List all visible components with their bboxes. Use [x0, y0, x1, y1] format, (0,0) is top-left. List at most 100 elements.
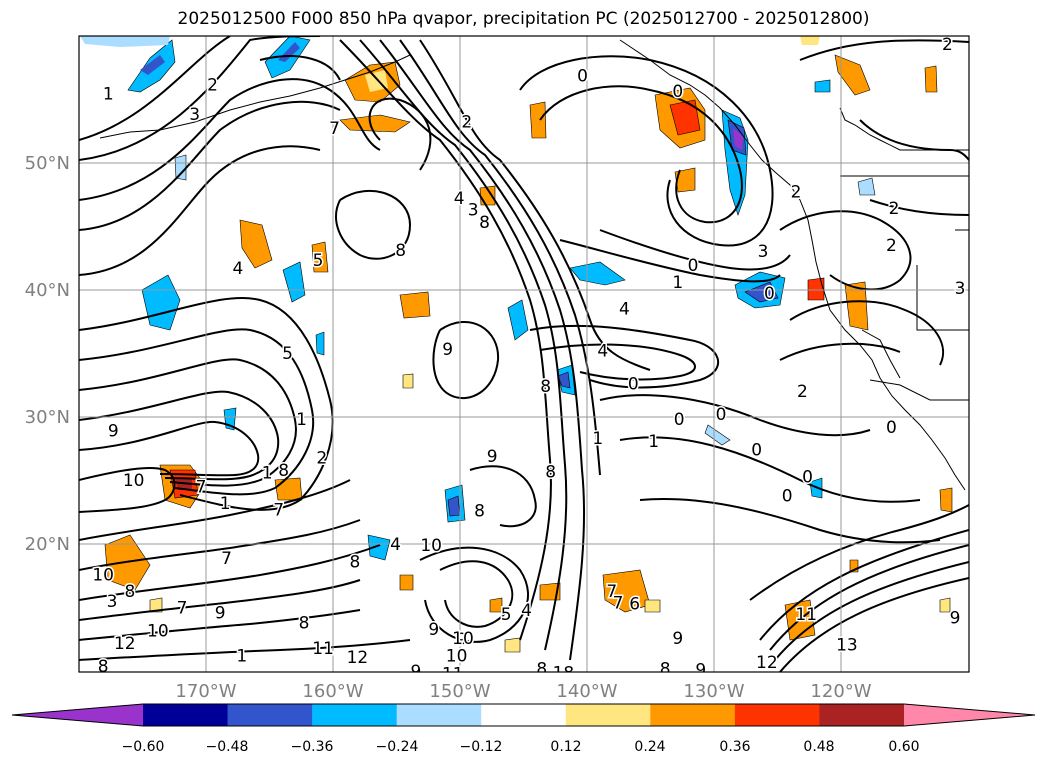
contour-label: 9 — [695, 661, 706, 681]
contour-label: 10 — [92, 565, 114, 585]
contour-line — [419, 546, 530, 643]
contour-line — [639, 498, 941, 544]
contour-label: 8 — [660, 659, 671, 679]
contour-label: 2 — [942, 35, 953, 55]
contour-label: 7 — [196, 478, 207, 498]
contour-line — [335, 190, 412, 260]
y-tick-label: 30°N — [25, 407, 70, 428]
x-tick-label: 160°W — [302, 681, 363, 702]
colorbar-box — [227, 704, 313, 726]
contour-label: 8 — [545, 462, 556, 482]
contour-label: 12 — [347, 648, 369, 668]
contour-label: 5 — [282, 344, 293, 364]
contour-label: 0 — [782, 486, 793, 506]
contour-line — [79, 145, 321, 276]
contour-label: 4 — [597, 341, 608, 361]
contour-line — [79, 420, 260, 477]
contour-label: 4 — [454, 189, 465, 209]
contour-line — [79, 100, 341, 231]
axis-tick-labels: 170°W 160°W 150°W 140°W 130°W 120°W 50°N… — [25, 153, 872, 702]
contour-line — [79, 467, 176, 513]
contour-label: 13 — [836, 635, 858, 655]
contour-label: 11 — [312, 639, 334, 659]
contour-label: 0 — [674, 410, 685, 430]
contour-label: 7 — [613, 593, 624, 613]
contour-label: 7 — [221, 549, 232, 569]
contour-line — [619, 436, 921, 503]
contour-line — [539, 85, 743, 224]
contour-label: 7 — [177, 598, 188, 618]
colorbar-box — [312, 704, 398, 726]
contour-label: 2 — [889, 199, 900, 219]
contour-line — [79, 639, 411, 661]
colorbar-tick-label: 0.60 — [888, 739, 919, 755]
contour-line — [79, 544, 381, 601]
contour-line — [359, 39, 568, 651]
contour-label: 3 — [955, 279, 966, 299]
contour-line — [79, 519, 361, 571]
contour-line — [79, 296, 334, 511]
contour-label: 1 — [296, 410, 307, 430]
colorbar-tick-label: −0.60 — [122, 739, 165, 755]
contour-line — [79, 479, 351, 541]
contour-label: 0 — [716, 405, 727, 425]
colorbar-box — [734, 704, 820, 726]
contour-line — [529, 324, 720, 389]
colorbar-tick-label: −0.12 — [460, 739, 503, 755]
x-tick-label: 150°W — [429, 681, 490, 702]
contour-line — [259, 55, 341, 81]
contour-label: 1 — [262, 464, 273, 484]
contour-line — [469, 465, 537, 528]
contour-label: 11 — [442, 665, 464, 685]
contour-label: 8 — [278, 461, 289, 481]
contour-label: 1 — [236, 647, 247, 667]
contour-line — [79, 78, 381, 201]
contour-label: 4 — [521, 601, 532, 621]
contour-label: 9 — [950, 609, 961, 629]
contour-line — [779, 342, 901, 361]
contour-line — [774, 561, 969, 661]
colorbar-tick-label: −0.36 — [291, 739, 334, 755]
contour-line — [79, 609, 361, 641]
colorbar-outline — [11, 703, 1036, 727]
contour-label: 0 — [688, 256, 699, 276]
contour-line — [379, 39, 586, 661]
contour-label: 10 — [420, 536, 442, 556]
contour-label: 1 — [672, 273, 683, 293]
contour-label: 9 — [442, 340, 453, 360]
contour-line — [789, 300, 945, 366]
contour-label: 3 — [189, 105, 200, 125]
contour-label: 9 — [456, 630, 467, 650]
contour-label: 8 — [479, 213, 490, 233]
border-line — [869, 379, 969, 401]
contour-label: 8 — [349, 553, 360, 573]
contour-label: 1 — [103, 85, 114, 105]
contour-line — [519, 55, 774, 247]
contour-line — [769, 544, 969, 651]
y-tick-label: 20°N — [25, 534, 70, 555]
border-line — [916, 265, 969, 331]
contour-line — [799, 39, 969, 61]
contour-line — [599, 229, 791, 271]
contour-label: 8 — [299, 614, 310, 634]
contour-label: 0 — [751, 441, 762, 461]
x-tick-label: 170°W — [175, 681, 236, 702]
contour-label: 8 — [540, 377, 551, 397]
contour-line — [779, 577, 969, 672]
contour-label: 18 — [553, 663, 575, 683]
contour-label: 4 — [390, 535, 401, 555]
contour-label: 10 — [452, 629, 474, 649]
colorbar-tick-label: −0.48 — [206, 739, 249, 755]
contour-label: 9 — [108, 422, 119, 442]
contour-label: 8 — [536, 659, 547, 679]
contour-label: 0 — [577, 67, 588, 87]
contour-label: 9 — [487, 447, 498, 467]
colorbar-tick-label: 0.36 — [719, 739, 750, 755]
colorbar-box — [650, 704, 736, 726]
contour-label: 12 — [114, 634, 136, 654]
x-tick-label: 120°W — [810, 681, 871, 702]
contour-label: 3 — [758, 242, 769, 262]
contour-label: 0 — [672, 82, 683, 102]
